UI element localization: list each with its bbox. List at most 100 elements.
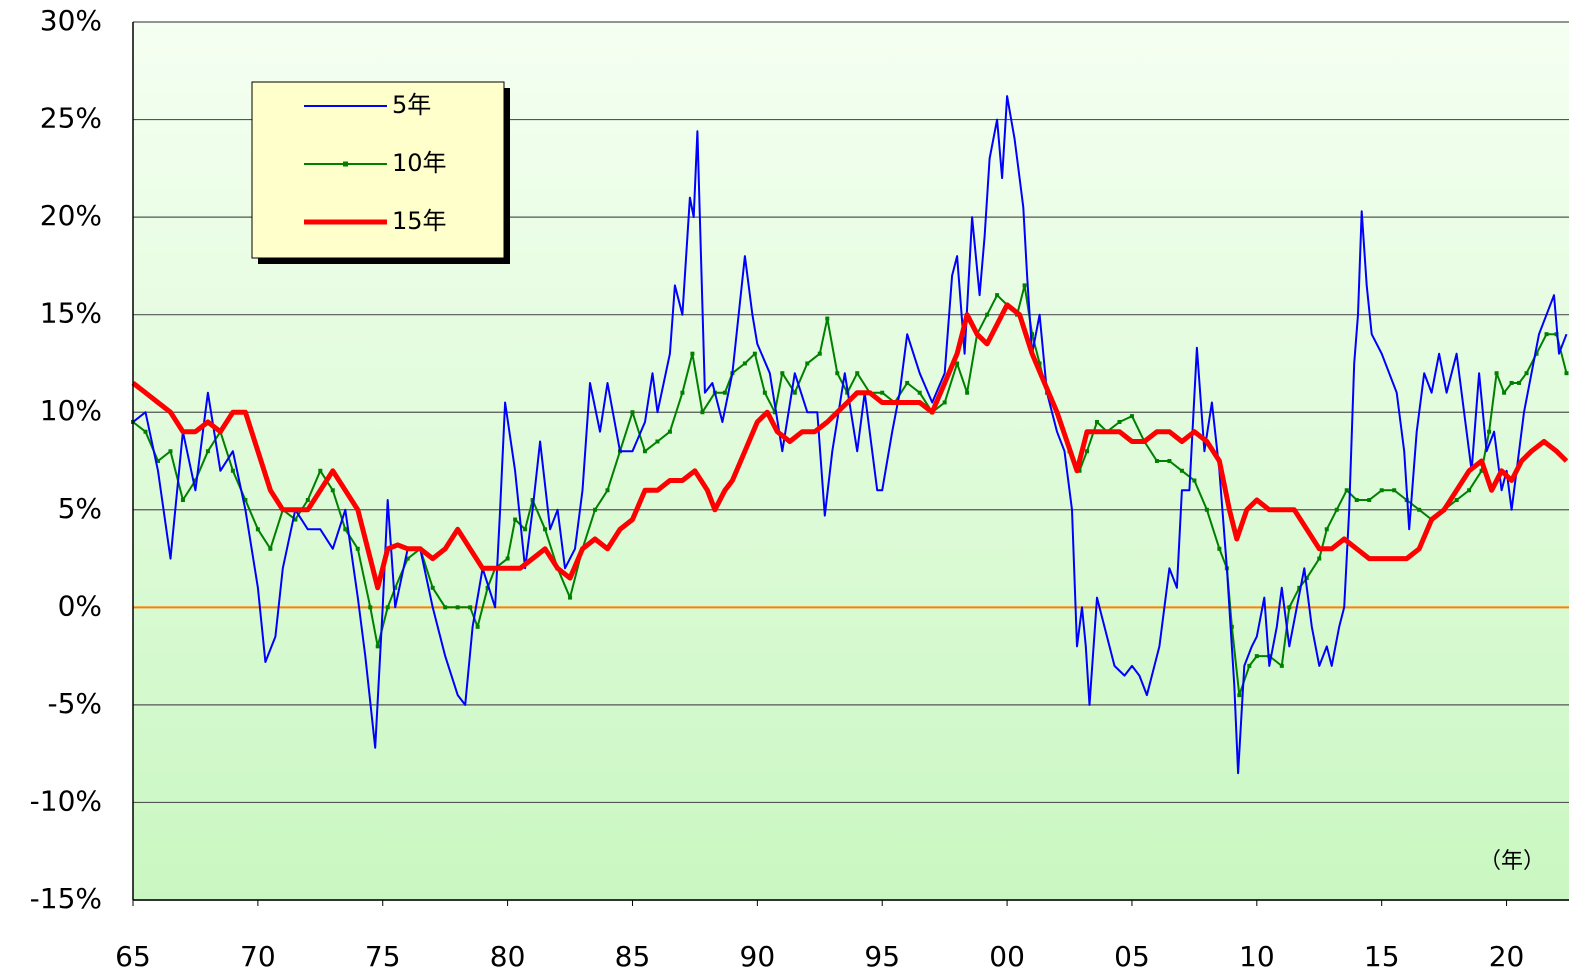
series-marker — [1334, 507, 1339, 512]
series-marker — [1324, 527, 1329, 532]
series-marker — [1254, 654, 1259, 659]
series-marker — [722, 390, 727, 395]
series-marker — [143, 429, 148, 434]
x-tick-label: 65 — [115, 940, 151, 973]
x-tick-label: 05 — [1114, 940, 1150, 973]
series-marker — [805, 361, 810, 366]
series-marker — [193, 478, 198, 483]
series-marker — [1129, 414, 1134, 419]
legend-label: 15年 — [392, 207, 447, 235]
y-tick-label: 30% — [40, 4, 102, 37]
x-tick-label: 70 — [240, 940, 276, 973]
series-marker — [255, 527, 260, 532]
series-marker — [1467, 488, 1472, 493]
series-marker — [1287, 605, 1292, 610]
series-marker — [468, 605, 473, 610]
series-marker — [680, 390, 685, 395]
x-tick-label: 15 — [1364, 940, 1400, 973]
series-marker — [1304, 576, 1309, 581]
series-marker — [1317, 556, 1322, 561]
series-marker — [393, 585, 398, 590]
series-marker — [1167, 459, 1172, 463]
series-marker — [1392, 488, 1397, 493]
series-marker — [268, 546, 273, 551]
series-marker — [1192, 478, 1197, 483]
series-marker — [995, 293, 1000, 298]
series-marker — [1217, 546, 1222, 551]
x-tick-label: 10 — [1239, 940, 1275, 973]
series-marker — [1037, 361, 1042, 366]
series-marker — [230, 468, 235, 473]
series-marker — [1524, 371, 1529, 376]
y-tick-label: 20% — [40, 199, 102, 232]
series-marker — [880, 390, 885, 395]
series-marker — [1417, 507, 1422, 512]
series-marker — [780, 371, 785, 376]
series-marker — [443, 605, 448, 610]
x-tick-label: 75 — [365, 940, 401, 973]
series-marker — [700, 410, 705, 415]
series-marker — [1354, 498, 1359, 503]
y-tick-label: 10% — [40, 394, 102, 427]
series-marker — [742, 361, 747, 366]
series-marker — [690, 351, 695, 356]
series-marker — [1534, 351, 1539, 356]
series-marker — [917, 390, 922, 395]
series-marker — [168, 449, 173, 454]
series-marker — [368, 605, 373, 610]
legend-marker — [343, 161, 348, 167]
series-marker — [1179, 468, 1184, 473]
series-marker — [375, 644, 380, 649]
series-marker — [243, 498, 248, 503]
series-marker — [792, 390, 797, 395]
legend-label: 10年 — [392, 149, 447, 177]
y-tick-label: 15% — [40, 297, 102, 330]
annotation: （年） — [1479, 849, 1545, 874]
series-marker — [475, 624, 480, 629]
series-marker — [825, 316, 830, 321]
series-marker — [430, 585, 435, 590]
series-marker — [485, 585, 490, 590]
y-tick-label: -10% — [30, 784, 102, 817]
series-marker — [1494, 371, 1499, 376]
series-marker — [630, 410, 635, 415]
x-tick-label: 00 — [989, 940, 1025, 973]
x-tick-label: 20 — [1489, 940, 1525, 973]
series-marker — [1479, 468, 1484, 473]
series-marker — [855, 371, 860, 376]
series-marker — [543, 527, 548, 532]
series-marker — [1367, 498, 1372, 503]
legend-box — [251, 81, 505, 259]
series-marker — [942, 400, 947, 405]
series-marker — [318, 468, 323, 473]
series-marker — [405, 556, 410, 561]
series-marker — [1022, 283, 1027, 288]
series-marker — [965, 390, 970, 395]
series-marker — [343, 527, 348, 532]
series-marker — [1204, 507, 1209, 512]
series-marker — [955, 361, 960, 366]
series-marker — [155, 459, 160, 463]
series-marker — [505, 556, 510, 561]
y-tick-label: 25% — [40, 102, 102, 135]
series-marker — [1229, 624, 1234, 629]
series-marker — [330, 488, 335, 493]
series-marker — [205, 449, 210, 454]
series-marker — [1030, 332, 1035, 337]
series-marker — [667, 429, 672, 434]
series-marker — [385, 605, 390, 610]
x-tick-label: 80 — [490, 940, 526, 973]
series-marker — [355, 546, 360, 551]
series-marker — [1454, 498, 1459, 503]
series-marker — [905, 380, 910, 385]
series-marker — [642, 449, 647, 454]
series-marker — [1279, 663, 1284, 668]
series-marker — [762, 390, 767, 395]
series-marker — [1502, 390, 1507, 395]
series-marker — [655, 439, 660, 444]
series-marker — [455, 605, 460, 610]
series-marker — [1487, 429, 1492, 434]
legend-label: 5年 — [392, 91, 431, 119]
y-tick-label: 5% — [58, 492, 102, 525]
series-marker — [752, 351, 757, 356]
